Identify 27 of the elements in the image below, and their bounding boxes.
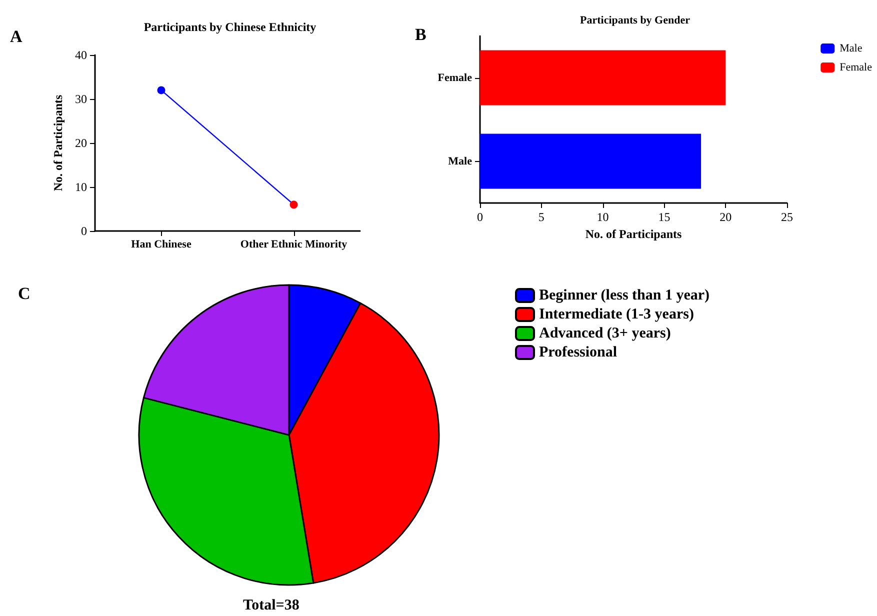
x-tick-label: Han Chinese xyxy=(131,238,192,250)
legend-label: Advanced (3+ years) xyxy=(539,326,671,342)
legend-label: Female xyxy=(840,62,872,74)
y-tick-label: 0 xyxy=(81,224,87,238)
y-axis-title: No. of Participants xyxy=(51,94,66,192)
legend-label: Male xyxy=(840,42,862,54)
chart-title: Participants by Gender xyxy=(580,14,690,26)
x-tick-label: 5 xyxy=(538,210,544,224)
x-tick-label: 25 xyxy=(781,210,793,224)
y-tick-label: 40 xyxy=(75,48,87,62)
text: C xyxy=(18,284,30,303)
chart-title: Participants by Chinese Ethnicity xyxy=(144,20,316,34)
text: Total=38 xyxy=(243,598,300,614)
y-tick-label: 30 xyxy=(75,92,87,106)
x-tick-label: 10 xyxy=(596,210,609,224)
x-axis-title: No. of Participants xyxy=(585,226,682,241)
x-tick-label: 0 xyxy=(477,210,483,224)
y-tick-label: 10 xyxy=(75,180,87,194)
x-tick-label: 15 xyxy=(658,210,670,224)
legend-label: Intermediate (1-3 years) xyxy=(539,306,694,322)
y-tick-label: 20 xyxy=(75,136,87,150)
x-tick-label: 20 xyxy=(720,210,732,224)
x-tick-label: Other Ethnic Minority xyxy=(240,238,348,250)
text: B xyxy=(415,25,426,44)
legend-label: Professional xyxy=(539,344,618,360)
legend-label: Beginner (less than 1 year) xyxy=(539,288,710,304)
text: A xyxy=(10,27,23,46)
